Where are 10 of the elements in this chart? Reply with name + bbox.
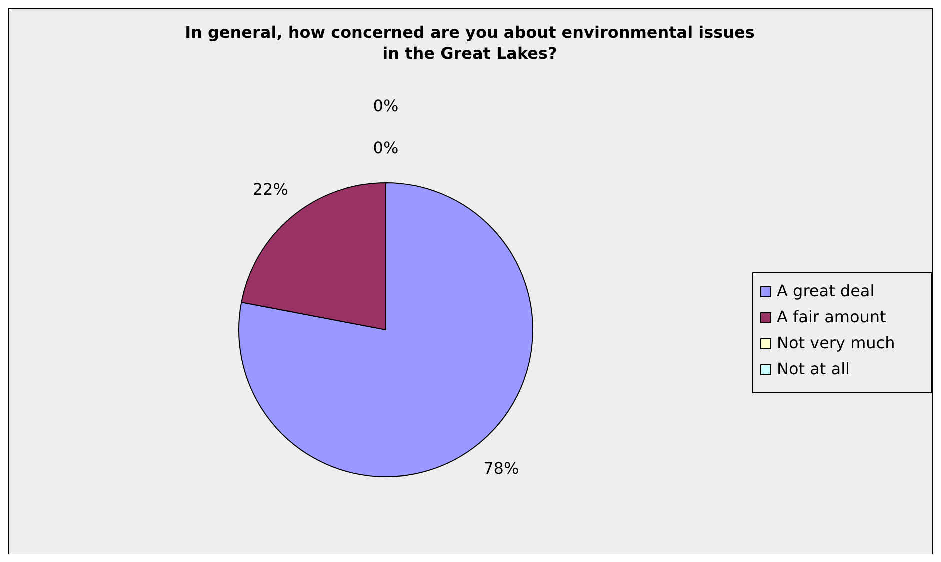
legend-label: A fair amount bbox=[777, 307, 886, 326]
text: 0% bbox=[373, 138, 399, 158]
text: 0% bbox=[373, 96, 399, 116]
legend-label: Not very much bbox=[777, 333, 896, 352]
legend-label: A great deal bbox=[777, 281, 875, 300]
data-label: 78% bbox=[484, 458, 520, 478]
data-label: 22% bbox=[252, 180, 288, 199]
pie-slice bbox=[238, 182, 534, 478]
chart-title: In general, how concerned are you about environmental issues in the Great Lakes? bbox=[185, 23, 755, 63]
legend-label: Not at all bbox=[777, 359, 850, 378]
